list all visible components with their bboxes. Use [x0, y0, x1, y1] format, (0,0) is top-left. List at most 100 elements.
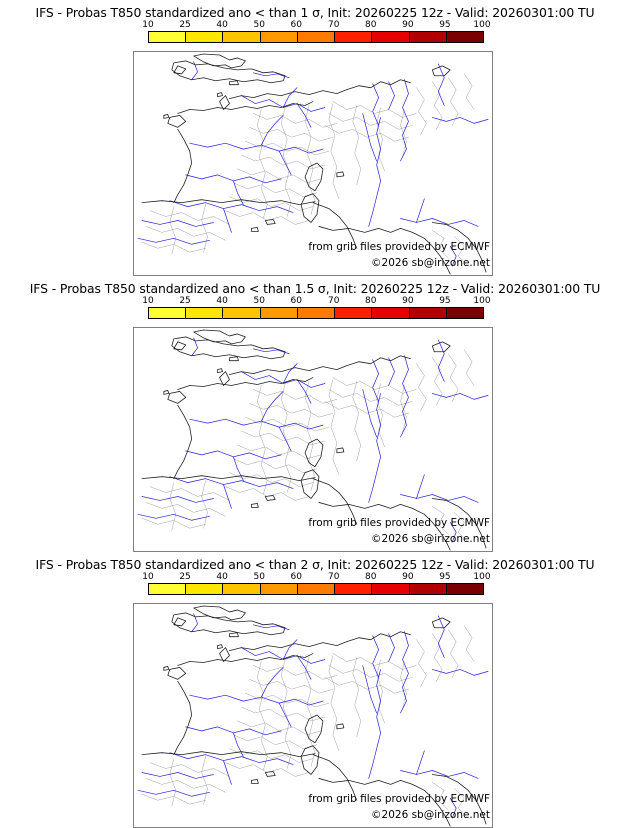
colorbar-segment-7	[408, 584, 446, 594]
border-line-4	[249, 403, 333, 417]
border-line-10	[225, 763, 309, 777]
river-line-3	[241, 372, 325, 388]
coast-line-3	[178, 378, 313, 390]
border-line-23	[146, 226, 226, 240]
coast-line-6	[168, 391, 186, 403]
map-canvas[interactable]: from grib files provided by ECMWF ©2026 …	[133, 603, 493, 828]
colorbar-segment-6	[371, 32, 409, 42]
colorbar-segment-6	[371, 584, 409, 594]
coast-line-13	[347, 632, 411, 642]
river-line-13	[389, 358, 395, 386]
coast-line-8	[142, 752, 315, 757]
coast-line-1	[172, 61, 285, 83]
coast-line-11	[401, 228, 451, 274]
colorbar-segment-3	[259, 584, 297, 594]
border-line-20	[448, 354, 458, 402]
layer-admin-borders	[142, 350, 474, 542]
island-outline-0	[305, 715, 323, 743]
colorbar-tick: 10	[142, 296, 154, 306]
colorbar-tick: 100	[473, 20, 491, 30]
border-line-3	[253, 665, 337, 679]
colorbar-tick: 95	[439, 296, 451, 306]
map-canvas[interactable]: from grib files provided by ECMWF ©2026 …	[133, 51, 493, 276]
border-line-2	[325, 125, 409, 141]
border-line-9	[229, 749, 313, 763]
border-line-1	[329, 665, 413, 681]
colorbar-tick: 90	[402, 20, 414, 30]
border-line-7	[237, 721, 321, 735]
layer-rivers	[138, 614, 488, 818]
river-line-1	[261, 391, 283, 421]
river-line-20	[401, 771, 479, 779]
river-line-5	[297, 656, 311, 680]
island-outline-0	[305, 439, 323, 467]
river-line-17	[224, 761, 232, 785]
colorbar-tick: 60	[290, 296, 303, 306]
river-line-19	[138, 238, 210, 244]
river-line-11	[438, 616, 444, 658]
colorbar-segment-8	[445, 32, 483, 42]
colorbar-segment-5	[334, 32, 372, 42]
island-outline-2	[265, 495, 275, 500]
border-line-8	[233, 735, 317, 749]
river-line-4	[283, 88, 297, 108]
coast-line-1	[172, 613, 285, 635]
colorbar-tick: 90	[402, 296, 414, 306]
river-line-9	[233, 733, 243, 757]
island-outline-4	[337, 448, 344, 453]
coast-line-4	[229, 366, 346, 375]
colorbar-segment-0	[149, 584, 186, 594]
colorbar-segment-2	[222, 308, 260, 318]
forecast-panel-2sigma: IFS - Probas T850 standardized ano < tha…	[0, 552, 630, 828]
colorbar-ticks: 10 25 40 50 60 70 80 90 95 100	[142, 572, 490, 583]
river-line-14	[253, 73, 289, 78]
colorbar-tick: 25	[179, 296, 191, 306]
island-outline-5	[229, 357, 238, 361]
forecast-panel-1p5sigma: IFS - Probas T850 standardized ano < tha…	[0, 276, 630, 552]
border-line-12	[281, 108, 291, 217]
border-line-9	[229, 197, 313, 211]
island-outline-7	[164, 114, 169, 118]
colorbar-segment-7	[408, 32, 446, 42]
credit-copyright: ©2026 sb@irizone.net	[371, 809, 490, 821]
border-line-24	[142, 794, 206, 804]
border-line-3	[253, 389, 337, 403]
colorbar-tick: 50	[253, 296, 265, 306]
border-line-21	[464, 74, 474, 110]
map-canvas[interactable]: from grib files provided by ECMWF ©2026 …	[133, 327, 493, 552]
coast-line-11	[401, 504, 451, 550]
colorbar-ticks: 10 25 40 50 60 70 80 90 95 100	[142, 20, 490, 31]
river-line-19	[138, 790, 210, 796]
border-line-27	[432, 230, 448, 258]
river-line-23	[432, 393, 488, 399]
border-line-27	[432, 506, 448, 534]
river-line-19	[138, 514, 210, 520]
layer-rivers	[138, 338, 488, 542]
coast-line-0	[194, 54, 246, 68]
colorbar-tick: 95	[439, 572, 451, 582]
colorbar-tick: 40	[216, 572, 228, 582]
river-line-21	[416, 199, 424, 223]
border-line-18	[416, 364, 426, 412]
colorbar-segment-8	[445, 584, 483, 594]
colorbar-tick: 100	[473, 572, 491, 582]
coast-line-4	[229, 642, 346, 651]
coast-line-2	[174, 618, 186, 626]
coast-line-13	[347, 356, 411, 366]
layer-rivers	[138, 62, 488, 266]
panel-title: IFS - Probas T850 standardized ano < tha…	[35, 5, 595, 20]
border-line-1	[329, 113, 413, 129]
colorbar-segment-2	[222, 584, 260, 594]
island-outline-6	[218, 645, 223, 649]
island-outline-3	[251, 227, 258, 231]
border-line-7	[237, 445, 321, 459]
coast-line-3	[178, 102, 313, 114]
border-line-25	[170, 483, 176, 531]
coast-line-12	[432, 498, 486, 548]
island-outline-5	[229, 633, 238, 637]
colorbar-segment-4	[296, 584, 335, 594]
river-line-2	[279, 703, 291, 727]
river-line-21	[416, 475, 424, 499]
river-line-4	[283, 640, 297, 660]
